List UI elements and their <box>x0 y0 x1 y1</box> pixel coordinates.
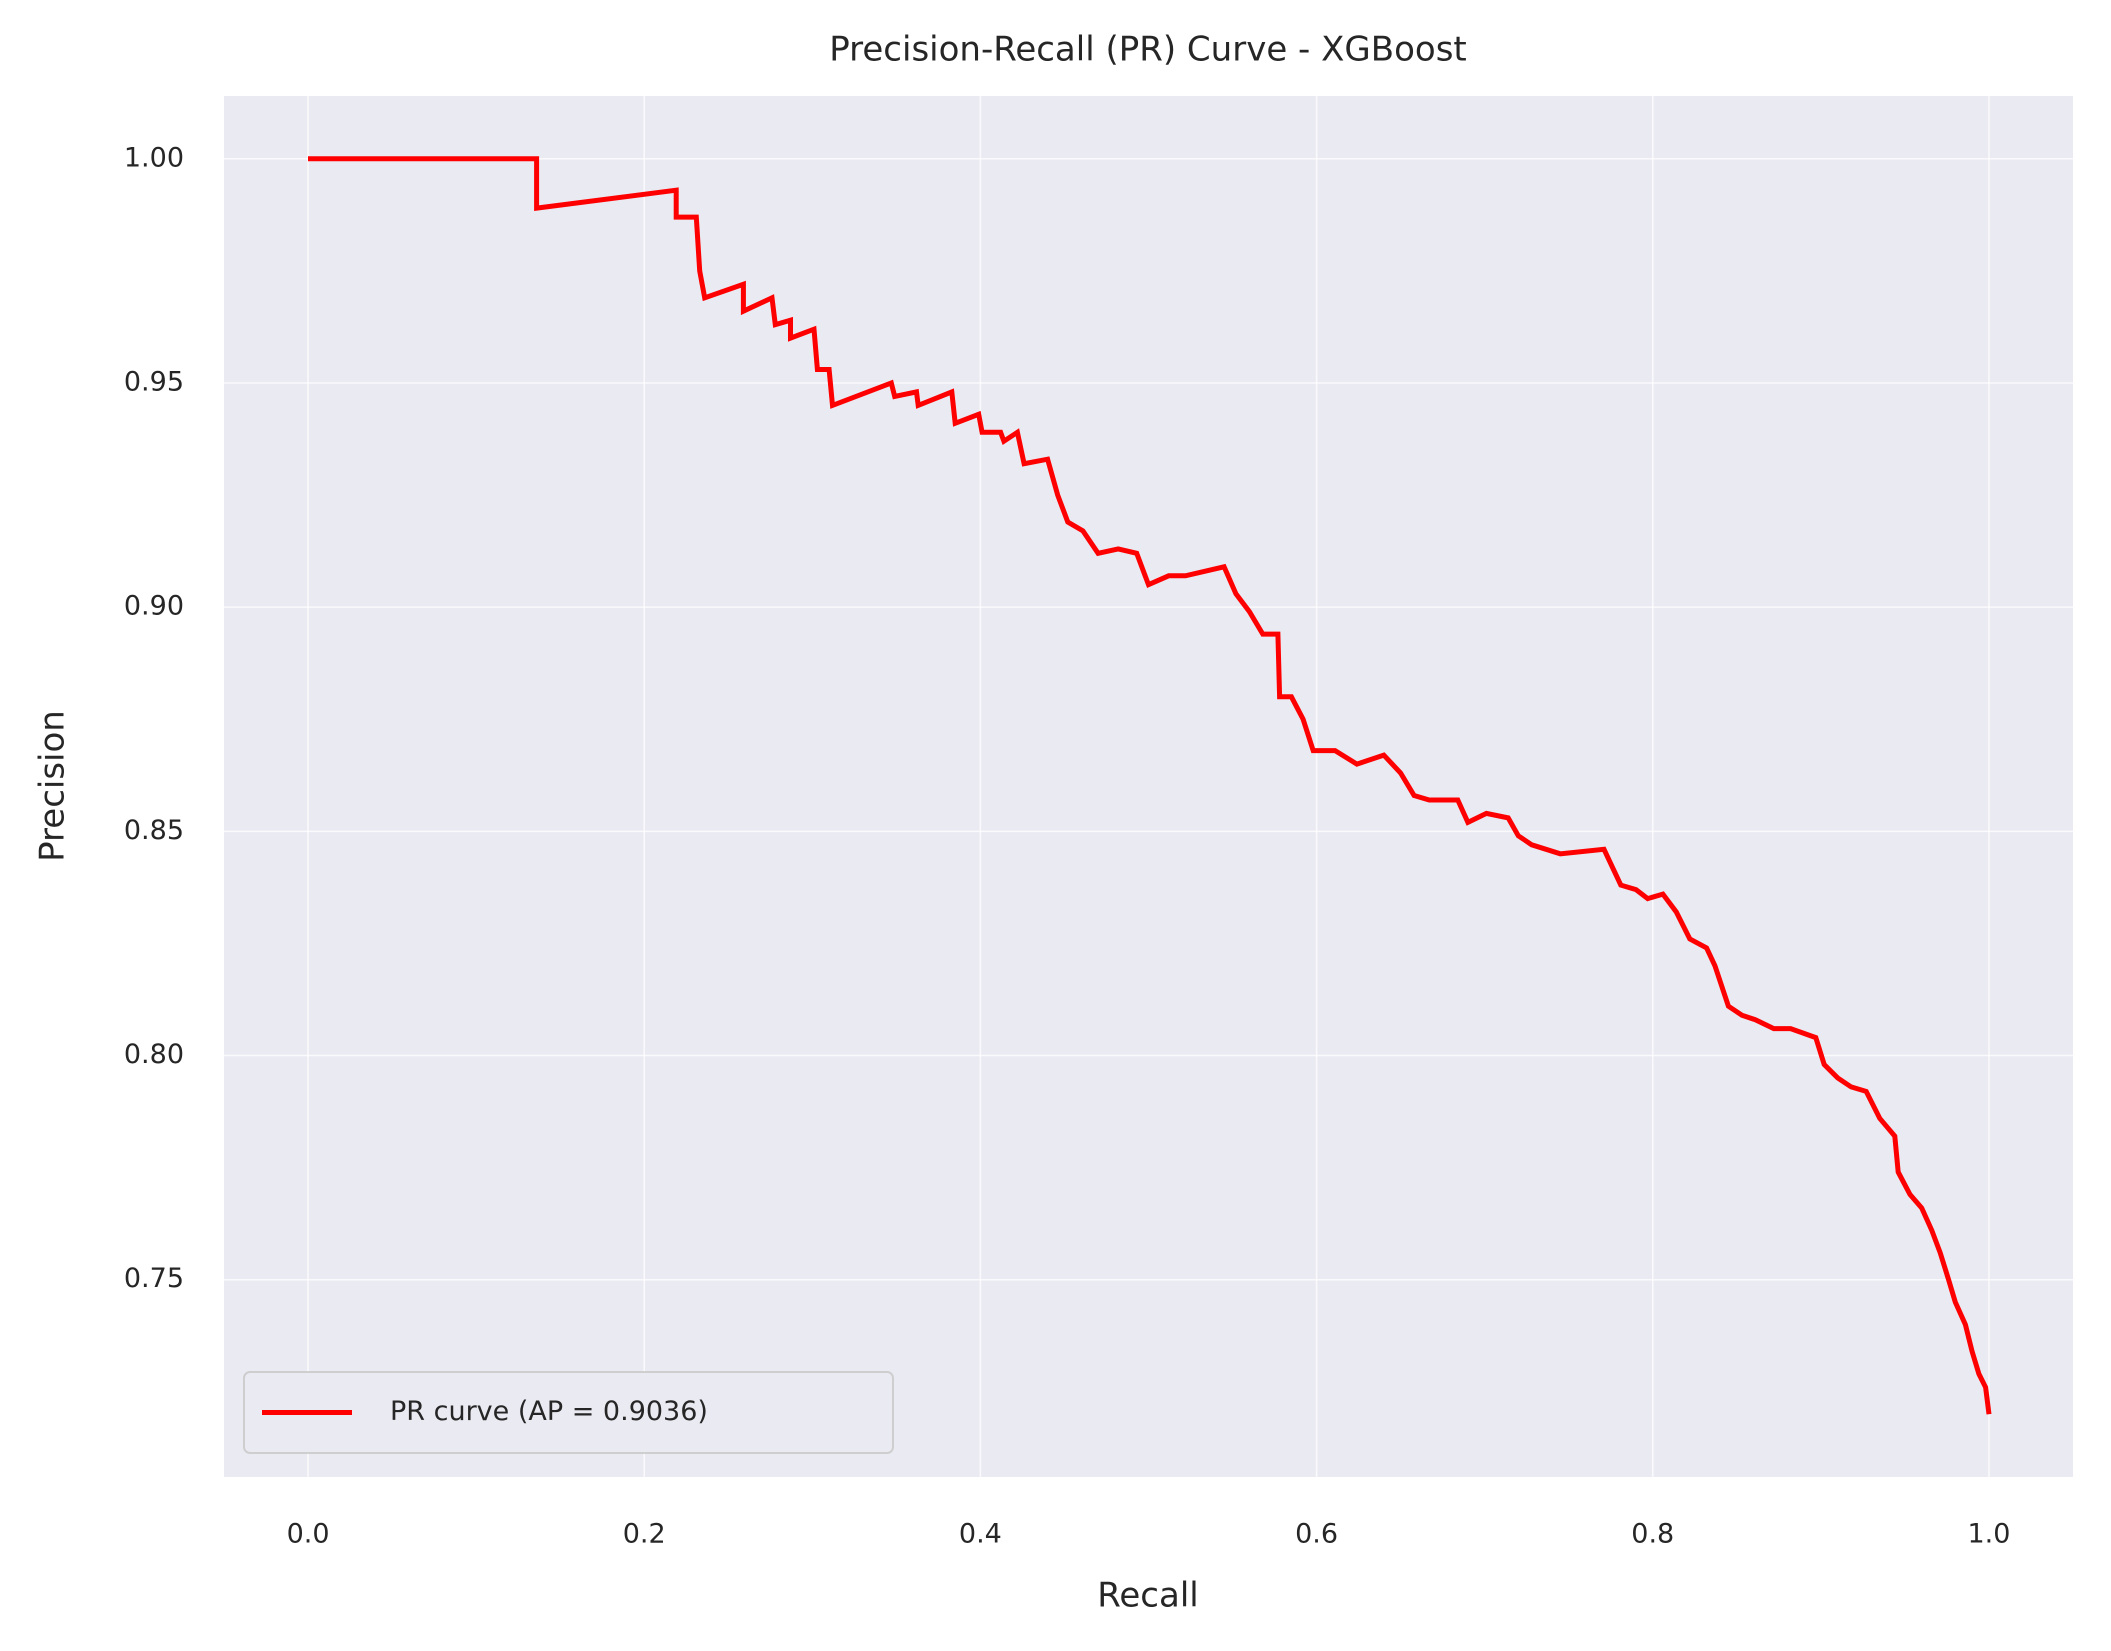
line <box>308 156 1992 1415</box>
plot-area <box>224 96 2073 1477</box>
x-tick-label: 0.0 <box>287 1519 330 1550</box>
x-tick-label: 0.4 <box>959 1519 1002 1550</box>
y-tick-label: 0.95 <box>124 366 184 397</box>
legend-label: PR curve (AP = 0.9036) <box>390 1396 708 1427</box>
y-tick-label: 0.90 <box>124 591 184 622</box>
x-tick-label: 1.0 <box>1967 1519 2010 1550</box>
legend-box <box>243 1371 894 1454</box>
y-tick-label: 0.80 <box>124 1039 184 1070</box>
y-tick-label: 1.00 <box>124 142 184 173</box>
x-tick-label: 0.2 <box>623 1519 666 1550</box>
y-tick-label: 0.75 <box>124 1263 184 1294</box>
y-tick-label: 0.85 <box>124 815 184 846</box>
x-tick-label: 0.8 <box>1631 1519 1674 1550</box>
chart-title: Precision-Recall (PR) Curve - XGBoost <box>829 30 1466 70</box>
y-axis-label: Precision <box>33 710 73 862</box>
x-axis-label: Recall <box>1097 1576 1198 1616</box>
x-tick-label: 0.6 <box>1295 1519 1338 1550</box>
